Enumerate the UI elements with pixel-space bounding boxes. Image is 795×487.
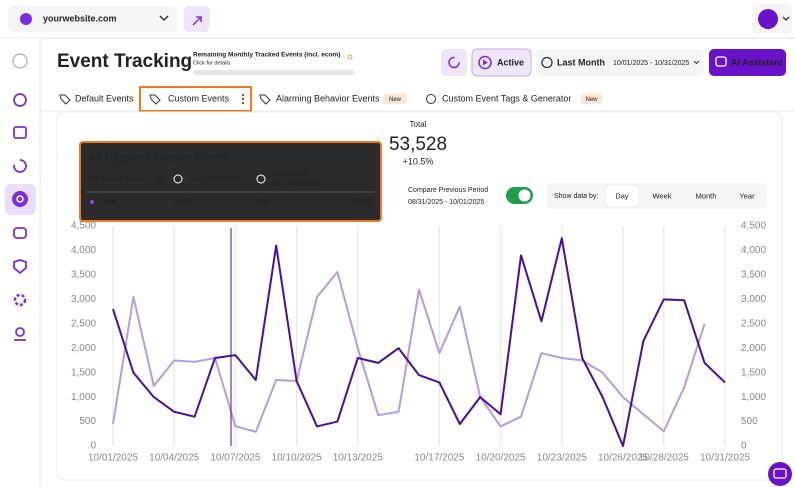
x-tick-label: 10/10/2025 [272,453,322,464]
tab-label[interactable]: Default Events [75,93,134,103]
x-tick-label: 10/28/2025 [639,453,689,464]
x-tick-label: 10/07/2025 [210,453,260,464]
chat-button[interactable] [768,462,792,486]
y2-tick-label: 2,000 [741,343,766,354]
y-tick-label: 4,500 [71,221,96,232]
summary-change: +10.5% [403,156,434,166]
date-range: 10/01/2025 - 10/31/2025 [613,60,689,67]
page-title: Event Tracking [57,51,192,72]
new-badge-label: New [389,97,402,103]
quota-bar [193,70,354,75]
x-tick-label: 10/31/2025 [700,453,750,464]
y2-tick-label: 0 [741,441,747,452]
x-tick-label: 10/20/2025 [476,453,526,464]
granularity-option[interactable]: Week [652,191,671,200]
tooltip-title: All Triggered Custom Events [89,152,229,164]
y2-tick-label: 3,500 [741,270,766,281]
y2-tick-label: 4,000 [741,245,766,256]
compare-range: 08/31/2025 - 10/01/2025 [408,199,484,206]
external-link-button[interactable] [184,6,210,32]
granularity-option[interactable]: Month [696,191,717,200]
globe-icon [20,13,32,25]
tooltip-row-label: Total [99,197,118,206]
x-tick-label: 10/23/2025 [537,453,587,464]
y-tick-label: 0 [90,441,96,452]
menu-dot [242,98,244,100]
tooltip-count: (1) [155,174,165,183]
granularity-option[interactable]: Year [739,191,755,200]
tab-label: Custom Events [168,93,230,103]
y-tick-label: 1,000 [71,392,96,403]
quota-link[interactable]: Click for details [193,60,231,66]
y2-tick-label: 500 [741,416,758,427]
y2-tick-label: 2,500 [741,318,766,329]
ai-assistant-label: AI Assistant [731,57,783,67]
period-label: Last Month [557,57,605,67]
summary-value: 53,528 [389,134,447,155]
y-tick-label: 1,500 [71,367,96,378]
tooltip-previous: 405 [256,197,270,206]
tooltip-category: All Event Cate... [89,174,149,183]
new-badge-label: New [585,97,598,103]
compare-label: Compare Previous Period [408,187,488,194]
menu-dot[interactable] [242,94,244,96]
tooltip-compared-label: Compared to [271,171,309,178]
tooltip-current: 1,858 [173,197,194,206]
status-label: Active [497,57,524,67]
quota-label: Remaining Monthly Tracked Events (incl. … [193,52,340,59]
y-tick-label: 3,000 [71,294,96,305]
avatar [758,9,778,29]
tab-label[interactable]: Alarming Behavior Events [276,93,380,103]
y-tick-label: 500 [79,416,96,427]
y2-tick-label: 1,500 [741,367,766,378]
tab-label[interactable]: Custom Event Tags & Generator [442,93,571,103]
tooltip-change: +359% [347,197,372,206]
y-tick-label: 2,000 [71,343,96,354]
toggle-knob [519,190,531,202]
menu-dot [242,102,244,104]
granularity-label: Show data by: [554,193,598,200]
x-tick-label: 10/17/2025 [414,453,464,464]
x-tick-label: 10/13/2025 [333,453,383,464]
y2-tick-label: 4,500 [741,221,766,232]
refresh-button[interactable] [441,49,467,76]
site-name: yourwebsite.com [43,13,117,23]
y-tick-label: 3,500 [71,270,96,281]
y2-tick-label: 3,000 [741,294,766,305]
x-tick-label: 10/01/2025 [88,453,138,464]
tooltip-date: Tue, 10/07/2025 [188,176,239,183]
y-tick-label: 2,500 [71,318,96,329]
y2-tick-label: 1,000 [741,392,766,403]
sidebar-icon [12,191,28,207]
series-dot [90,200,94,204]
y-tick-label: 4,000 [71,245,96,256]
granularity-option[interactable]: Day [615,191,629,200]
summary-label: Total [410,120,427,129]
tooltip-compared-date: Sat, 09/06/2025 [271,181,321,188]
x-tick-label: 10/04/2025 [149,453,199,464]
